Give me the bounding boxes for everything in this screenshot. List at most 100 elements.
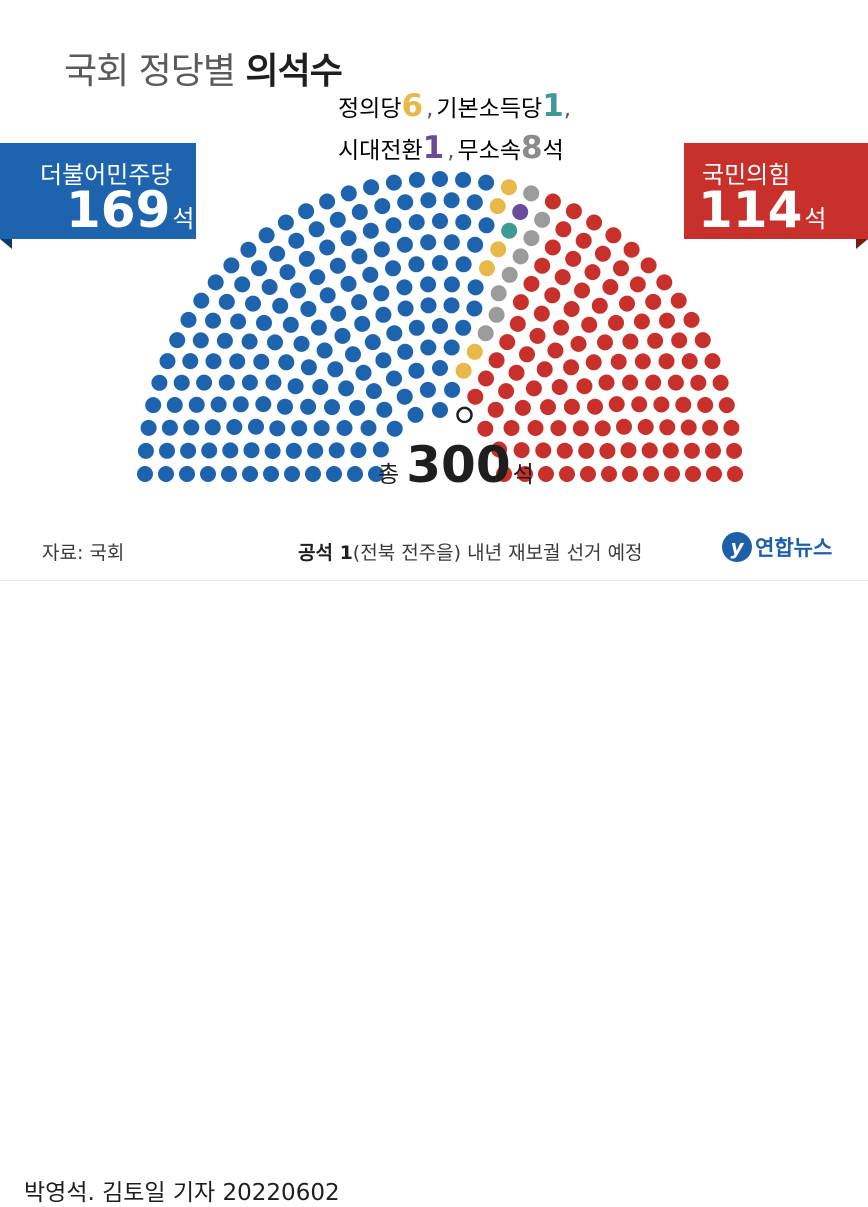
seat-minjoo: [329, 211, 346, 228]
seat-minjoo: [347, 466, 363, 482]
seat-minjoo: [354, 315, 371, 332]
right-box-fold: [856, 239, 868, 249]
seat-minjoo: [140, 419, 157, 436]
seat-minjoo: [385, 174, 402, 191]
seat-minjoo: [467, 279, 484, 296]
seat-ppp: [683, 442, 700, 459]
seat-minjoo: [386, 325, 403, 342]
seat-minjoo: [396, 279, 413, 296]
seat-ppp: [697, 397, 714, 413]
seat-minjoo: [285, 442, 302, 459]
seat-minjoo: [277, 398, 293, 415]
seat-minjoo: [432, 171, 448, 187]
seat-minjoo: [420, 192, 437, 209]
seat-minjoo: [336, 420, 353, 436]
seat-minjoo: [360, 420, 377, 436]
seat-justice: [466, 343, 483, 360]
seat-minjoo: [364, 334, 381, 351]
seat-ppp: [640, 257, 657, 274]
seat-minjoo: [307, 442, 324, 459]
seat-minjoo: [375, 352, 392, 369]
seat-vacant: [456, 406, 473, 424]
seat-ppp: [594, 420, 611, 437]
seat-minjoo: [243, 442, 260, 459]
seat-ppp: [712, 374, 729, 391]
seat-minjoo: [313, 420, 330, 437]
right-party-name: 국민의힘: [702, 161, 791, 189]
seat-minjoo: [232, 396, 249, 413]
seat-minjoo: [466, 300, 483, 317]
seat-ppp: [555, 221, 572, 238]
seat-ppp: [680, 419, 697, 436]
seat-ppp: [574, 282, 590, 299]
seat-ppp: [653, 396, 670, 413]
seat-ppp: [681, 353, 698, 370]
seat-ppp: [656, 274, 673, 291]
seat-ppp: [690, 374, 707, 391]
vacancy-note: 공석 1(전북 전주을) 내년 재보궐 선거 예정: [298, 542, 643, 564]
seat-minjoo: [340, 185, 357, 202]
seat-ppp: [487, 401, 504, 418]
seat-minjoo: [192, 332, 209, 349]
seat-minjoo: [407, 406, 424, 423]
seat-minjoo: [263, 466, 279, 482]
seat-ppp: [619, 295, 635, 312]
seat-minjoo: [226, 419, 243, 435]
seat-minjoo: [443, 297, 460, 314]
seat-minjoo: [248, 418, 264, 435]
seat-justice: [455, 362, 472, 379]
seat-minjoo: [408, 256, 425, 273]
seat-minjoo: [327, 361, 344, 378]
seat-ppp: [637, 419, 654, 435]
seat-basic-income: [501, 222, 518, 239]
seat-minjoo: [443, 192, 460, 209]
seat-minjoo: [222, 442, 239, 459]
seat-minjoo: [267, 334, 283, 351]
seat-minjoo: [300, 301, 317, 317]
seat-ppp: [601, 466, 617, 482]
seat-ppp: [622, 466, 638, 482]
seat-ppp: [565, 250, 582, 267]
seat-minjoo: [396, 236, 413, 253]
seat-ppp: [536, 361, 553, 378]
seat-minjoo: [385, 217, 402, 234]
seat-minjoo: [245, 295, 261, 312]
seat-minjoo: [408, 319, 425, 336]
seat-minjoo: [264, 443, 281, 459]
seat-ppp: [608, 396, 625, 413]
party-label-independent: 무소속8석: [457, 130, 564, 166]
seat-ppp: [597, 334, 613, 351]
seat-minjoo: [188, 396, 205, 413]
seat-ppp: [544, 287, 561, 304]
seat-ppp: [622, 374, 639, 391]
seat-minjoo: [326, 466, 342, 482]
seat-ppp: [508, 364, 525, 381]
seat-minjoo: [258, 227, 275, 244]
seat-ppp: [585, 354, 602, 371]
seat-minjoo: [455, 214, 472, 231]
seat-minjoo: [432, 255, 448, 271]
seat-minjoo: [351, 294, 368, 311]
seat-minjoo: [329, 257, 346, 274]
seat-ppp: [667, 374, 684, 391]
seat-minjoo: [432, 360, 448, 376]
seat-minjoo: [207, 274, 224, 291]
seat-minjoo: [385, 260, 401, 277]
seat-ppp: [643, 466, 659, 482]
seat-minjoo: [282, 316, 299, 333]
seat-ppp: [631, 396, 648, 413]
seat-minjoo: [350, 442, 367, 459]
seat-justice: [500, 179, 517, 196]
seat-ppp: [559, 466, 575, 482]
seat-minjoo: [319, 193, 336, 210]
party-label-transition: 시대전환1: [338, 130, 445, 166]
seat-minjoo: [204, 419, 221, 436]
seat-ppp: [591, 297, 608, 314]
seat-minjoo: [216, 332, 233, 349]
seat-minjoo: [316, 342, 333, 359]
seat-ppp: [718, 397, 735, 414]
seat-minjoo: [319, 287, 336, 304]
seat-ppp: [599, 443, 616, 459]
seat-minjoo: [308, 221, 325, 238]
seat-minjoo: [397, 343, 414, 360]
